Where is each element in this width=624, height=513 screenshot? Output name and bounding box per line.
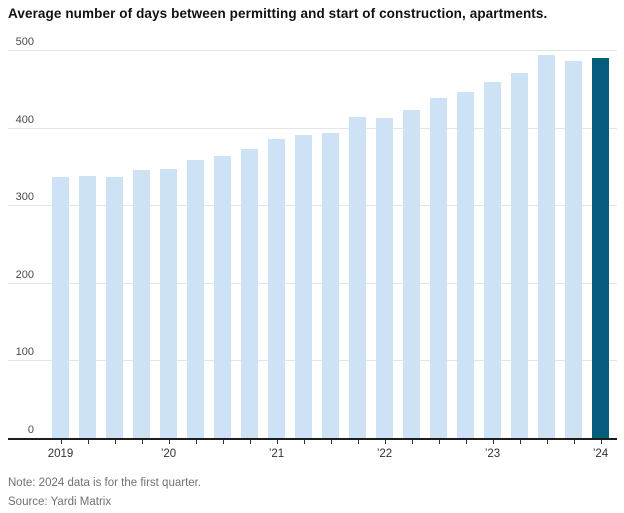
- y-axis-label-0: 0: [27, 424, 34, 436]
- bar-2019-q2: [79, 175, 96, 438]
- y-axis-label-200: 200: [15, 268, 34, 281]
- chart-title: Average number of days between permittin…: [8, 6, 548, 21]
- gridline-300: [8, 205, 617, 207]
- bar-2023-q1: [484, 81, 501, 438]
- bar-2022-q4: [457, 91, 474, 438]
- x-axis-tick: [519, 440, 521, 444]
- x-axis-tick: [87, 440, 89, 444]
- x-axis-tick: [60, 440, 62, 444]
- x-axis-label-20: ’20: [160, 448, 177, 460]
- bar-2020-q2: [187, 160, 204, 438]
- bar-2021-q2: [295, 135, 312, 438]
- chart-source: Source: Yardi Matrix: [8, 496, 112, 508]
- bar-2019-q3: [106, 177, 123, 438]
- x-axis-tick: [114, 440, 116, 444]
- gridline-100: [8, 360, 617, 362]
- x-axis-tick: [141, 440, 143, 444]
- x-axis-tick: [438, 440, 440, 444]
- x-axis-tick: [573, 440, 575, 444]
- bar-2023-q4: [565, 60, 582, 438]
- y-axis-label-100: 100: [15, 346, 34, 359]
- x-axis-tick: [195, 440, 197, 444]
- bar-2022-q3: [430, 98, 447, 438]
- x-axis-tick: [330, 440, 332, 444]
- gridline-500: [8, 50, 617, 51]
- x-axis-tick: [168, 440, 170, 444]
- bar-2020-q4: [241, 149, 258, 438]
- x-axis-tick: [303, 440, 305, 444]
- gridline-400: [8, 127, 617, 129]
- bar-2022-q1: [376, 118, 393, 438]
- bar-2023-q2: [511, 72, 528, 438]
- bar-2022-q2: [403, 109, 420, 438]
- bar-2019-q1: [52, 177, 69, 438]
- x-axis-label-22: ’22: [376, 448, 393, 460]
- x-axis-tick: [465, 440, 467, 444]
- x-axis-tick: [546, 440, 548, 444]
- x-axis-tick: [492, 440, 494, 444]
- bar-2023-q3: [538, 55, 555, 438]
- chart-note: Note: 2024 data is for the first quarter…: [8, 477, 202, 489]
- bar-2021-q1: [268, 139, 285, 438]
- x-axis-tick: [276, 440, 278, 444]
- bar-2021-q3: [322, 133, 339, 438]
- bar-2019-q4: [133, 170, 150, 438]
- x-axis-tick: [222, 440, 224, 444]
- x-axis-line: [8, 438, 617, 440]
- bar-2020-q3: [214, 156, 231, 438]
- y-axis-label-400: 400: [15, 113, 34, 126]
- y-axis-label-500: 500: [15, 36, 34, 48]
- x-axis-label-2019: 2019: [47, 448, 74, 460]
- x-axis-tick: [600, 440, 602, 444]
- gridline-200: [8, 282, 617, 284]
- x-axis-tick: [357, 440, 359, 444]
- x-axis-label-23: ’23: [484, 448, 501, 460]
- x-axis-tick: [384, 440, 386, 444]
- x-axis-label-24: ’24: [592, 448, 609, 460]
- x-axis-tick: [411, 440, 413, 444]
- bar-2024-q1: [592, 57, 609, 438]
- x-axis-tick: [249, 440, 251, 444]
- x-axis-label-21: ’21: [268, 448, 285, 460]
- bar-2020-q1: [160, 168, 177, 438]
- y-axis-label-300: 300: [15, 191, 34, 204]
- bar-2021-q4: [349, 116, 366, 438]
